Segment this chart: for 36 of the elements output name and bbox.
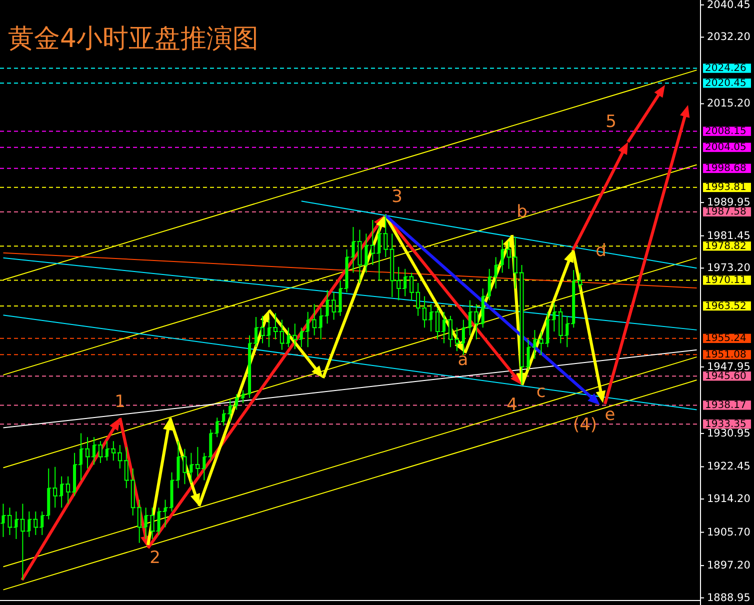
annotation: a [458,350,468,370]
y-tick-label: 1914.20 [707,493,750,506]
ref-line-label: 2020.45 [705,78,746,89]
annotation: 1 [114,392,126,412]
y-tick-label: 1981.45 [707,230,750,242]
ref-line-label: 1945.60 [705,370,746,382]
y-tick-label: 1930.95 [707,427,750,440]
ref-line-label: 1938.17 [705,400,746,412]
ref-line-label: 2004.05 [705,142,746,154]
y-tick-label: 1973.20 [707,262,750,274]
ref-line-label: 1978.82 [705,240,746,252]
ref-line-label: 1993.81 [705,182,746,194]
y-tick-label: 2015.20 [707,98,750,110]
ref-line-label: 1951.08 [705,349,746,360]
text: 黄金4小时亚盘推演图 [8,24,259,54]
annotation: e [604,405,616,425]
y-tick-label: 1888.95 [707,592,750,604]
y-tick-label: 1947.95 [707,360,750,373]
ref-line-label: 2024.26 [705,63,746,74]
ref-line-label: 1955.24 [705,333,746,344]
annotation: (4) [572,415,598,435]
annotation: 2 [150,548,160,568]
y-tick-label: 1922.45 [707,460,750,473]
y-tick-label: 2032.20 [707,31,750,44]
ref-line-label: 1970.11 [705,274,746,286]
ref-line-label: 2008.15 [705,126,746,138]
y-tick-label: 2040.45 [707,0,750,11]
ref-line-label: 1987.58 [705,206,746,218]
annotation: 5 [606,112,616,132]
ref-line-label: 1933.35 [705,418,746,430]
annotation: 3 [392,187,402,207]
y-tick-label: 1897.20 [707,560,750,572]
ref-line-label: 1963.52 [705,300,746,312]
annotation: 4 [506,395,518,415]
y-tick-label: 1905.70 [707,526,750,538]
ref-line-label: 1998.68 [705,163,746,174]
